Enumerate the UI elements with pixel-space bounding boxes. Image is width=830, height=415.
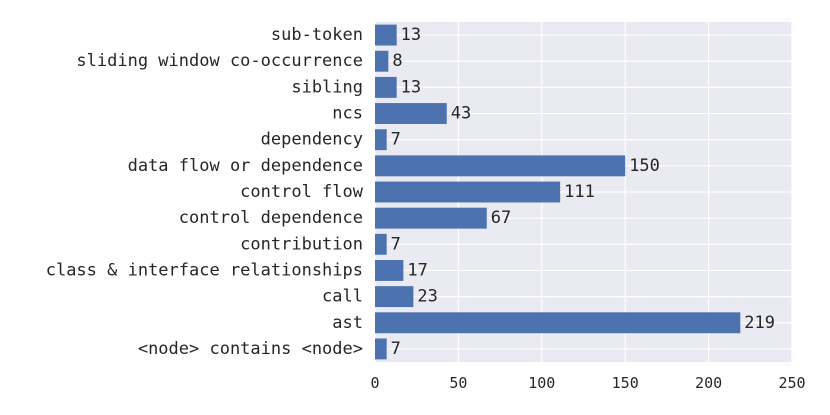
category-label: call bbox=[322, 287, 363, 307]
value-label: 17 bbox=[407, 260, 427, 280]
x-tick-labels: 0 50 100 150 200 250 bbox=[370, 374, 805, 392]
category-label: <node> contains <node> bbox=[138, 339, 363, 359]
value-label: 43 bbox=[451, 104, 471, 124]
value-label: 8 bbox=[392, 51, 402, 71]
x-tick-label: 0 bbox=[370, 374, 379, 392]
value-label: 13 bbox=[401, 77, 421, 97]
value-label: 150 bbox=[629, 156, 660, 176]
bar bbox=[375, 312, 741, 334]
bar bbox=[375, 260, 404, 281]
category-label: control dependence bbox=[179, 208, 363, 228]
bar bbox=[375, 129, 387, 151]
value-label: 7 bbox=[391, 234, 401, 254]
category-label: dependency bbox=[261, 130, 363, 150]
bar bbox=[375, 286, 414, 308]
x-tick-label: 200 bbox=[695, 374, 722, 392]
bar bbox=[375, 207, 487, 229]
bar bbox=[375, 338, 387, 360]
category-label: ast bbox=[332, 313, 363, 333]
value-labels: 13 8 13 43 7 150 111 67 7 17 23 219 7 bbox=[391, 25, 775, 359]
x-tick-label: 250 bbox=[778, 374, 805, 392]
category-label: sliding window co-occurrence bbox=[76, 51, 363, 71]
bar bbox=[375, 76, 397, 98]
value-label: 7 bbox=[391, 130, 401, 150]
bars-group bbox=[375, 24, 741, 360]
bar bbox=[375, 155, 626, 177]
category-label: ncs bbox=[332, 104, 363, 124]
category-label: class & interface relationships bbox=[46, 260, 363, 280]
category-label: sub-token bbox=[271, 25, 363, 45]
category-labels: sub-token sliding window co-occurrence sib… bbox=[46, 25, 364, 359]
bar bbox=[375, 181, 561, 203]
bar bbox=[375, 24, 397, 46]
value-label: 7 bbox=[391, 339, 401, 359]
bar bbox=[375, 50, 389, 72]
x-tick-label: 150 bbox=[612, 374, 639, 392]
category-label: contribution bbox=[240, 234, 363, 254]
category-label: control flow bbox=[240, 182, 364, 202]
x-tick-label: 100 bbox=[528, 374, 555, 392]
category-label: data flow or dependence bbox=[128, 156, 363, 176]
category-label: sibling bbox=[291, 77, 363, 97]
value-label: 67 bbox=[491, 208, 511, 228]
value-label: 219 bbox=[744, 313, 775, 333]
value-label: 111 bbox=[564, 182, 595, 202]
x-tick-label: 50 bbox=[449, 374, 467, 392]
bar bbox=[375, 103, 447, 124]
bar bbox=[375, 233, 387, 255]
value-label: 23 bbox=[417, 287, 437, 307]
value-label: 13 bbox=[401, 25, 421, 45]
grid-lines bbox=[374, 22, 793, 362]
